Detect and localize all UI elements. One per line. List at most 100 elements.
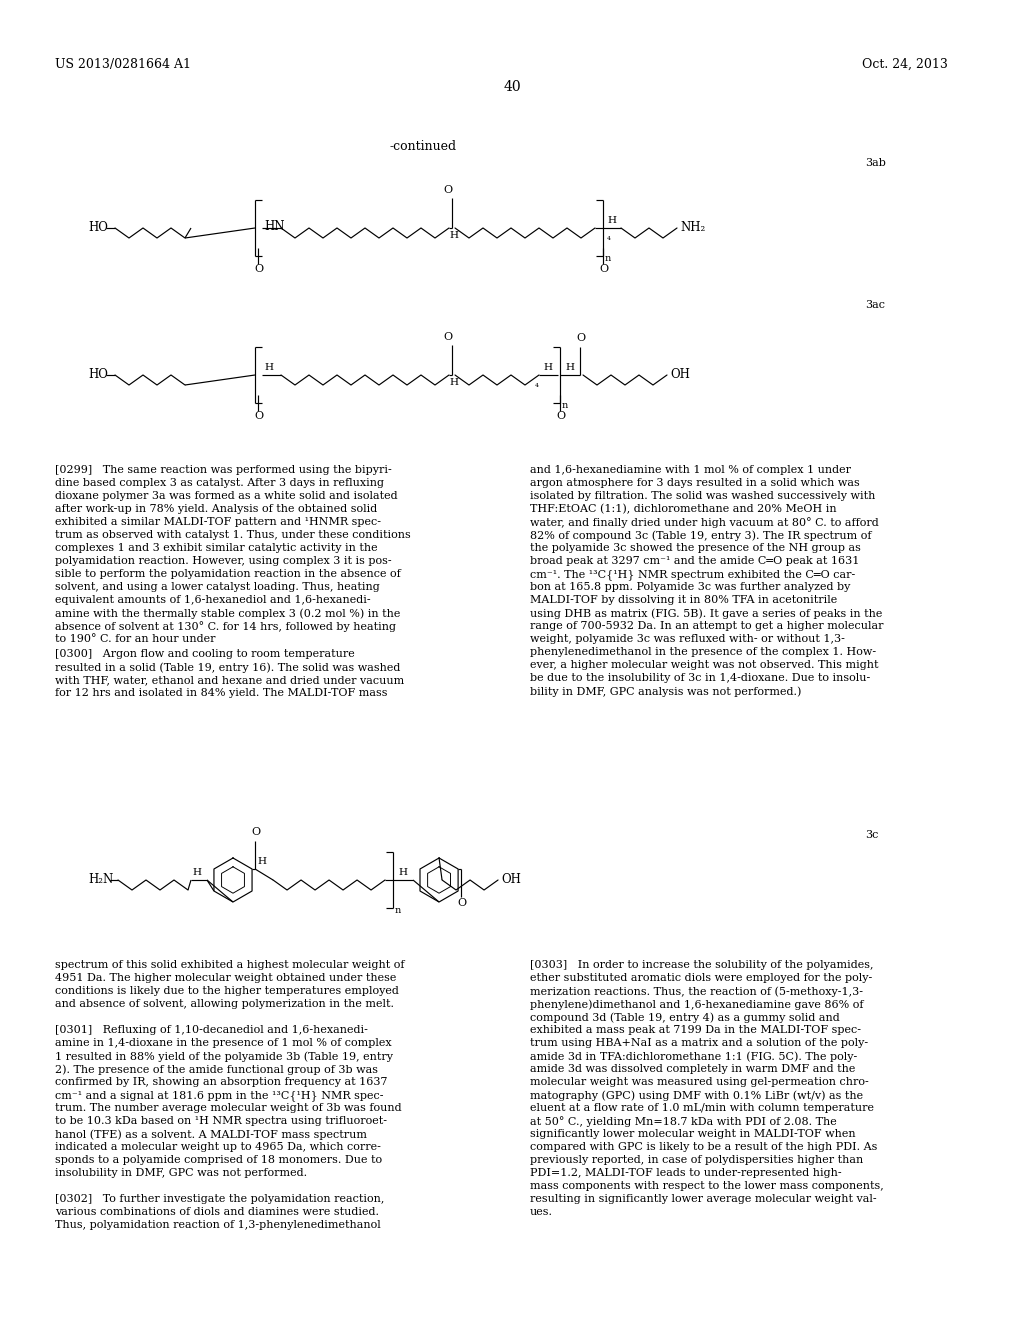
Text: HO: HO bbox=[88, 220, 108, 234]
Text: ₄: ₄ bbox=[535, 380, 539, 389]
Text: ever, a higher molecular weight was not observed. This might: ever, a higher molecular weight was not … bbox=[530, 660, 879, 671]
Text: H: H bbox=[193, 869, 201, 876]
Text: exhibited a mass peak at 7199 Da in the MALDI-TOF spec-: exhibited a mass peak at 7199 Da in the … bbox=[530, 1026, 861, 1035]
Text: trum using HBA+NaI as a matrix and a solution of the poly-: trum using HBA+NaI as a matrix and a sol… bbox=[530, 1038, 868, 1048]
Text: and absence of solvent, allowing polymerization in the melt.: and absence of solvent, allowing polymer… bbox=[55, 999, 394, 1008]
Text: mass components with respect to the lower mass components,: mass components with respect to the lowe… bbox=[530, 1181, 884, 1191]
Text: range of 700-5932 Da. In an attempt to get a higher molecular: range of 700-5932 Da. In an attempt to g… bbox=[530, 620, 884, 631]
Text: broad peak at 3297 cm⁻¹ and the amide C═O peak at 1631: broad peak at 3297 cm⁻¹ and the amide C═… bbox=[530, 556, 859, 566]
Text: previously reported, in case of polydispersities higher than: previously reported, in case of polydisp… bbox=[530, 1155, 863, 1166]
Text: spectrum of this solid exhibited a highest molecular weight of: spectrum of this solid exhibited a highe… bbox=[55, 960, 404, 970]
Text: cm⁻¹ and a signal at 181.6 ppm in the ¹³C{¹H} NMR spec-: cm⁻¹ and a signal at 181.6 ppm in the ¹³… bbox=[55, 1090, 384, 1101]
Text: and 1,6-hexanediamine with 1 mol % of complex 1 under: and 1,6-hexanediamine with 1 mol % of co… bbox=[530, 465, 851, 475]
Text: confirmed by IR, showing an absorption frequency at 1637: confirmed by IR, showing an absorption f… bbox=[55, 1077, 387, 1086]
Text: bility in DMF, GPC analysis was not performed.): bility in DMF, GPC analysis was not perf… bbox=[530, 686, 802, 697]
Text: 4951 Da. The higher molecular weight obtained under these: 4951 Da. The higher molecular weight obt… bbox=[55, 973, 396, 983]
Text: n: n bbox=[562, 401, 568, 411]
Text: polyamidation reaction. However, using complex 3 it is pos-: polyamidation reaction. However, using c… bbox=[55, 556, 391, 566]
Text: US 2013/0281664 A1: US 2013/0281664 A1 bbox=[55, 58, 191, 71]
Text: O: O bbox=[457, 898, 466, 908]
Text: O: O bbox=[254, 264, 263, 275]
Text: to be 10.3 kDa based on ¹H NMR spectra using trifluoroet-: to be 10.3 kDa based on ¹H NMR spectra u… bbox=[55, 1115, 387, 1126]
Text: OH: OH bbox=[501, 873, 521, 886]
Text: Oct. 24, 2013: Oct. 24, 2013 bbox=[862, 58, 948, 71]
Text: -continued: -continued bbox=[390, 140, 457, 153]
Text: O: O bbox=[443, 333, 453, 342]
Text: ₄: ₄ bbox=[607, 234, 611, 242]
Text: 40: 40 bbox=[503, 81, 521, 94]
Text: various combinations of diols and diamines were studied.: various combinations of diols and diamin… bbox=[55, 1206, 379, 1217]
Text: absence of solvent at 130° C. for 14 hrs, followed by heating: absence of solvent at 130° C. for 14 hrs… bbox=[55, 620, 396, 632]
Text: phenylenedimethanol in the presence of the complex 1. How-: phenylenedimethanol in the presence of t… bbox=[530, 647, 877, 657]
Text: equivalent amounts of 1,6-hexanediol and 1,6-hexanedi-: equivalent amounts of 1,6-hexanediol and… bbox=[55, 595, 371, 605]
Text: sponds to a polyamide comprised of 18 monomers. Due to: sponds to a polyamide comprised of 18 mo… bbox=[55, 1155, 382, 1166]
Text: trum as observed with catalyst 1. Thus, under these conditions: trum as observed with catalyst 1. Thus, … bbox=[55, 531, 411, 540]
Text: 1 resulted in 88% yield of the polyamide 3b (Table 19, entry: 1 resulted in 88% yield of the polyamide… bbox=[55, 1051, 393, 1061]
Text: ether substituted aromatic diols were employed for the poly-: ether substituted aromatic diols were em… bbox=[530, 973, 872, 983]
Text: weight, polyamide 3c was refluxed with- or without 1,3-: weight, polyamide 3c was refluxed with- … bbox=[530, 634, 845, 644]
Text: H: H bbox=[398, 869, 408, 876]
Text: 82% of compound 3c (Table 19, entry 3). The IR spectrum of: 82% of compound 3c (Table 19, entry 3). … bbox=[530, 531, 871, 541]
Text: H: H bbox=[565, 363, 574, 372]
Text: H: H bbox=[607, 216, 616, 224]
Text: ues.: ues. bbox=[530, 1206, 553, 1217]
Text: Thus, polyamidation reaction of 1,3-phenylenedimethanol: Thus, polyamidation reaction of 1,3-phen… bbox=[55, 1220, 381, 1230]
Text: H: H bbox=[449, 231, 458, 240]
Text: be due to the insolubility of 3c in 1,4-dioxane. Due to insolu-: be due to the insolubility of 3c in 1,4-… bbox=[530, 673, 870, 682]
Text: trum. The number average molecular weight of 3b was found: trum. The number average molecular weigh… bbox=[55, 1104, 401, 1113]
Text: O: O bbox=[251, 828, 260, 837]
Text: 2). The presence of the amide functional group of 3b was: 2). The presence of the amide functional… bbox=[55, 1064, 378, 1074]
Text: NH₂: NH₂ bbox=[680, 220, 706, 234]
Text: H₂N: H₂N bbox=[88, 873, 114, 886]
Text: compound 3d (Table 19, entry 4) as a gummy solid and: compound 3d (Table 19, entry 4) as a gum… bbox=[530, 1012, 840, 1023]
Text: O: O bbox=[443, 185, 453, 195]
Text: [0299]   The same reaction was performed using the bipyri-: [0299] The same reaction was performed u… bbox=[55, 465, 392, 475]
Text: H: H bbox=[449, 378, 458, 387]
Text: phenylene)dimethanol and 1,6-hexanediamine gave 86% of: phenylene)dimethanol and 1,6-hexanediami… bbox=[530, 999, 863, 1010]
Text: amide 3d was dissolved completely in warm DMF and the: amide 3d was dissolved completely in war… bbox=[530, 1064, 855, 1074]
Text: 3c: 3c bbox=[865, 830, 879, 840]
Text: resulted in a solid (Table 19, entry 16). The solid was washed: resulted in a solid (Table 19, entry 16)… bbox=[55, 663, 400, 673]
Text: the polyamide 3c showed the presence of the NH group as: the polyamide 3c showed the presence of … bbox=[530, 543, 861, 553]
Text: PDI=1.2, MALDI-TOF leads to under-represented high-: PDI=1.2, MALDI-TOF leads to under-repres… bbox=[530, 1168, 842, 1177]
Text: matography (GPC) using DMF with 0.1% LiBr (wt/v) as the: matography (GPC) using DMF with 0.1% LiB… bbox=[530, 1090, 863, 1101]
Text: O: O bbox=[575, 333, 585, 343]
Text: exhibited a similar MALDI-TOF pattern and ¹HNMR spec-: exhibited a similar MALDI-TOF pattern an… bbox=[55, 517, 381, 527]
Text: O: O bbox=[556, 411, 565, 421]
Text: 3ab: 3ab bbox=[865, 158, 886, 168]
Text: water, and finally dried under high vacuum at 80° C. to afford: water, and finally dried under high vacu… bbox=[530, 517, 879, 528]
Text: OH: OH bbox=[670, 368, 690, 381]
Text: using DHB as matrix (FIG. 5B). It gave a series of peaks in the: using DHB as matrix (FIG. 5B). It gave a… bbox=[530, 609, 883, 619]
Text: significantly lower molecular weight in MALDI-TOF when: significantly lower molecular weight in … bbox=[530, 1129, 856, 1139]
Text: merization reactions. Thus, the reaction of (5-methoxy-1,3-: merization reactions. Thus, the reaction… bbox=[530, 986, 863, 997]
Text: resulting in significantly lower average molecular weight val-: resulting in significantly lower average… bbox=[530, 1195, 877, 1204]
Text: 3ac: 3ac bbox=[865, 300, 885, 310]
Text: THF:EtOAC (1:1), dichloromethane and 20% MeOH in: THF:EtOAC (1:1), dichloromethane and 20%… bbox=[530, 504, 837, 515]
Text: n: n bbox=[605, 253, 611, 263]
Text: compared with GPC is likely to be a result of the high PDI. As: compared with GPC is likely to be a resu… bbox=[530, 1142, 878, 1152]
Text: [0301]   Refluxing of 1,10-decanediol and 1,6-hexanedi-: [0301] Refluxing of 1,10-decanediol and … bbox=[55, 1026, 368, 1035]
Text: to 190° C. for an hour under: to 190° C. for an hour under bbox=[55, 634, 215, 644]
Text: cm⁻¹. The ¹³C{¹H} NMR spectrum exhibited the C═O car-: cm⁻¹. The ¹³C{¹H} NMR spectrum exhibited… bbox=[530, 569, 855, 579]
Text: H: H bbox=[264, 363, 273, 372]
Text: molecular weight was measured using gel-permeation chro-: molecular weight was measured using gel-… bbox=[530, 1077, 868, 1086]
Text: isolated by filtration. The solid was washed successively with: isolated by filtration. The solid was wa… bbox=[530, 491, 876, 502]
Text: HO: HO bbox=[88, 368, 108, 381]
Text: conditions is likely due to the higher temperatures employed: conditions is likely due to the higher t… bbox=[55, 986, 399, 997]
Text: insolubility in DMF, GPC was not performed.: insolubility in DMF, GPC was not perform… bbox=[55, 1168, 307, 1177]
Text: HN: HN bbox=[264, 220, 285, 234]
Text: [0303]   In order to increase the solubility of the polyamides,: [0303] In order to increase the solubili… bbox=[530, 960, 873, 970]
Text: sible to perform the polyamidation reaction in the absence of: sible to perform the polyamidation react… bbox=[55, 569, 400, 579]
Text: amine in 1,4-dioxane in the presence of 1 mol % of complex: amine in 1,4-dioxane in the presence of … bbox=[55, 1038, 391, 1048]
Text: hanol (TFE) as a solvent. A MALDI-TOF mass spectrum: hanol (TFE) as a solvent. A MALDI-TOF ma… bbox=[55, 1129, 367, 1139]
Text: amide 3d in TFA:dichloromethane 1:1 (FIG. 5C). The poly-: amide 3d in TFA:dichloromethane 1:1 (FIG… bbox=[530, 1051, 857, 1061]
Text: amine with the thermally stable complex 3 (0.2 mol %) in the: amine with the thermally stable complex … bbox=[55, 609, 400, 619]
Text: solvent, and using a lower catalyst loading. Thus, heating: solvent, and using a lower catalyst load… bbox=[55, 582, 380, 591]
Text: after work-up in 78% yield. Analysis of the obtained solid: after work-up in 78% yield. Analysis of … bbox=[55, 504, 377, 513]
Text: O: O bbox=[254, 411, 263, 421]
Text: [0300]   Argon flow and cooling to room temperature: [0300] Argon flow and cooling to room te… bbox=[55, 649, 354, 659]
Text: MALDI-TOF by dissolving it in 80% TFA in acetonitrile: MALDI-TOF by dissolving it in 80% TFA in… bbox=[530, 595, 838, 605]
Text: H: H bbox=[257, 857, 266, 866]
Text: at 50° C., yielding Mn=18.7 kDa with PDI of 2.08. The: at 50° C., yielding Mn=18.7 kDa with PDI… bbox=[530, 1115, 837, 1127]
Text: indicated a molecular weight up to 4965 Da, which corre-: indicated a molecular weight up to 4965 … bbox=[55, 1142, 381, 1152]
